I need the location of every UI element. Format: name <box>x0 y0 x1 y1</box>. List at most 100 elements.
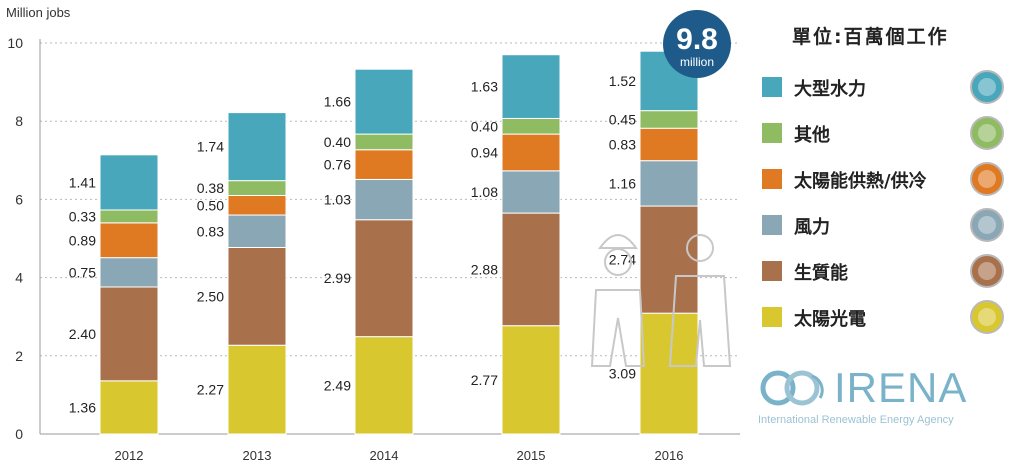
bar-value-label: 2.74 <box>609 252 636 268</box>
legend-label: 太陽光電 <box>794 309 866 330</box>
irena-logo-subtitle: International Renewable Energy Agency <box>758 414 954 426</box>
legend-label: 其他 <box>794 125 830 146</box>
hydropower-icon <box>970 70 1004 104</box>
legend-swatch <box>762 123 782 143</box>
x-tick-label: 2013 <box>243 448 272 463</box>
bar-segment <box>227 194 287 216</box>
bar-segment <box>99 222 159 259</box>
bar-value-label: 0.45 <box>609 111 636 127</box>
bar-segment <box>354 149 414 180</box>
legend-label: 風力 <box>794 217 830 238</box>
bar-segment <box>501 133 561 172</box>
legend-icon-center <box>978 262 996 280</box>
bar-value-label: 2.27 <box>197 382 224 398</box>
bar-value-label: 0.83 <box>197 223 224 239</box>
y-axis-label: Million jobs <box>6 5 71 20</box>
bar-segment <box>99 286 159 382</box>
x-tick-label: 2016 <box>655 448 684 463</box>
legend-item: 太陽能供熱/供冷 <box>752 160 1014 200</box>
irena-logo-text: IRENA <box>834 364 968 411</box>
hard-hat-shape <box>598 234 638 249</box>
legend-swatch <box>762 215 782 235</box>
engineer-head-shape <box>686 234 714 262</box>
bar-segment <box>639 312 699 435</box>
bar-value-label: 2.77 <box>471 372 498 388</box>
bar-value-label: 0.89 <box>69 232 96 248</box>
legend-item: 其他 <box>752 114 1014 154</box>
legend-swatch <box>762 307 782 327</box>
bar-segment <box>99 380 159 435</box>
legend-icon-center <box>978 124 996 142</box>
y-tick-label: 6 <box>15 191 23 207</box>
worker-body-shape <box>590 289 646 367</box>
bar-segment <box>227 112 287 182</box>
bar-segment <box>227 344 287 435</box>
bar-value-label: 0.76 <box>324 157 351 173</box>
bar-value-label: 1.74 <box>197 139 224 155</box>
bar-segment <box>501 325 561 435</box>
bar-segment <box>639 205 699 314</box>
bar-segment <box>501 117 561 135</box>
legend-icon-center <box>978 308 996 326</box>
irena-logo: IRENA International Renewable Energy Age… <box>752 362 1014 442</box>
bar-value-label: 1.16 <box>609 175 636 191</box>
x-tick-label: 2015 <box>517 448 546 463</box>
legend-label: 大型水力 <box>794 79 866 100</box>
bar-value-label: 0.75 <box>69 264 96 280</box>
bar-segment <box>354 178 414 221</box>
bar-segment <box>99 154 159 211</box>
legend-item: 風力 <box>752 206 1014 246</box>
legend-swatch <box>762 169 782 189</box>
bar-segment <box>99 209 159 224</box>
total-badge-circle <box>663 10 731 78</box>
bar-value-label: 2.40 <box>69 326 96 342</box>
worker-illustration-icon <box>590 234 732 367</box>
bar-value-label: 0.94 <box>471 144 498 160</box>
bar-value-label: 0.38 <box>197 180 224 196</box>
legend-item: 太陽光電 <box>752 298 1014 338</box>
bar-segment <box>639 110 699 129</box>
bar-segment <box>501 170 561 214</box>
bar-segment <box>227 214 287 248</box>
solar-heating-cooling-icon <box>970 162 1004 196</box>
bar-segment <box>354 219 414 338</box>
bar-segment <box>639 127 699 162</box>
legend-icon-center <box>978 216 996 234</box>
bar-segment <box>501 212 561 327</box>
engineer-body-shape <box>668 275 732 367</box>
bar-segment <box>227 180 287 196</box>
y-tick-label: 10 <box>7 35 23 51</box>
legend-label: 太陽能供熱/供冷 <box>794 171 927 192</box>
bar-segment <box>354 68 414 135</box>
bar-segment <box>227 246 287 346</box>
legend-swatch <box>762 77 782 97</box>
bar-value-label: 1.66 <box>324 94 351 110</box>
y-tick-label: 0 <box>15 426 23 442</box>
bar-segment <box>354 133 414 151</box>
x-tick-label: 2012 <box>115 448 144 463</box>
legend-swatch <box>762 261 782 281</box>
other-icon <box>970 116 1004 150</box>
legend-icon-center <box>978 170 996 188</box>
irena-logo-mark-icon <box>760 370 824 406</box>
y-tick-label: 4 <box>15 270 23 286</box>
bar-segment <box>639 160 699 207</box>
stacked-bar-chart: Million jobs 0 2 4 6 8 10 1.36 2.40 0.75 0.89 0.33 1… <box>6 5 740 463</box>
legend-title: 單位:百萬個工作 <box>792 26 949 48</box>
legend-item: 生質能 <box>752 252 1014 292</box>
legend-item: 大型水力 <box>752 68 1014 108</box>
total-badge-unit: million <box>680 55 714 69</box>
bar-value-label: 1.63 <box>471 79 498 95</box>
bar-value-label: 2.50 <box>197 288 224 304</box>
bar-segment <box>99 257 159 288</box>
bar-value-label: 2.88 <box>471 261 498 277</box>
bar-value-label: 1.03 <box>324 192 351 208</box>
y-tick-label: 2 <box>15 348 23 364</box>
bar-segment <box>501 54 561 119</box>
bar-value-label: 0.40 <box>324 134 351 150</box>
total-badge-value: 9.8 <box>676 23 718 56</box>
bar-value-label: 1.52 <box>609 73 636 89</box>
bar-value-label: 1.36 <box>69 399 96 415</box>
bar-value-label: 0.33 <box>69 208 96 224</box>
bar-value-label: 1.08 <box>471 184 498 200</box>
